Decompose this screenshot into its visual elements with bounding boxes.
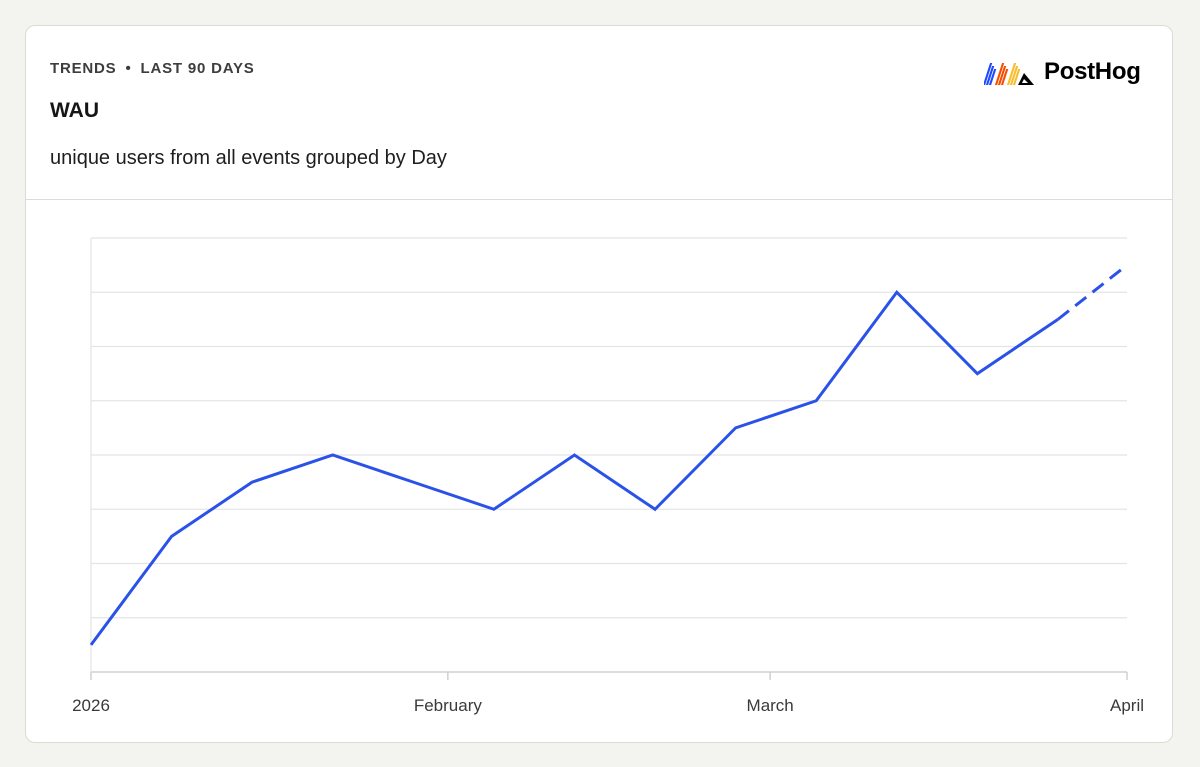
series-line bbox=[89, 289, 1059, 646]
logo-stripe bbox=[1012, 69, 1021, 85]
logo-text: PostHog bbox=[1044, 58, 1141, 85]
data-point[interactable] bbox=[85, 639, 97, 651]
separator-dot: • bbox=[125, 60, 132, 77]
data-point[interactable] bbox=[407, 476, 419, 488]
insight-type: TRENDS bbox=[50, 60, 117, 77]
data-point[interactable] bbox=[166, 530, 178, 542]
grid-lines bbox=[90, 237, 1127, 673]
insight-title: WAU bbox=[50, 99, 99, 122]
logo-stripe bbox=[1006, 63, 1017, 85]
x-tick-label: March bbox=[747, 696, 794, 715]
x-tick-label: 2026 bbox=[72, 696, 110, 715]
insight-description: unique users from all events grouped by … bbox=[50, 147, 447, 169]
insight-card: TRENDS • LAST 90 DAYS WAU unique users f… bbox=[25, 25, 1173, 743]
insight-type-label: TRENDS • LAST 90 DAYS bbox=[50, 60, 255, 77]
data-point[interactable] bbox=[1121, 259, 1133, 271]
logo-stripe bbox=[1009, 66, 1019, 85]
posthog-logo: PostHog bbox=[984, 57, 1141, 87]
logo-hedgehog-tail bbox=[1018, 73, 1034, 85]
x-tick-label: April bbox=[1110, 696, 1144, 715]
data-point[interactable] bbox=[488, 503, 500, 515]
series-lines bbox=[85, 259, 1133, 651]
data-point[interactable] bbox=[1052, 313, 1064, 325]
date-range: LAST 90 DAYS bbox=[140, 60, 255, 77]
logo-stripe bbox=[985, 66, 995, 85]
data-point[interactable] bbox=[327, 449, 339, 461]
logo-stripe bbox=[997, 66, 1007, 85]
data-point[interactable] bbox=[730, 422, 742, 434]
logo-stripe bbox=[1000, 69, 1009, 85]
data-point[interactable] bbox=[568, 449, 580, 461]
data-point[interactable] bbox=[810, 395, 822, 407]
data-point[interactable] bbox=[649, 503, 661, 515]
data-point[interactable] bbox=[246, 476, 258, 488]
x-tick-label: February bbox=[414, 696, 483, 715]
data-point[interactable] bbox=[891, 286, 903, 298]
data-point[interactable] bbox=[971, 368, 983, 380]
card-header: TRENDS • LAST 90 DAYS WAU unique users f… bbox=[26, 26, 1172, 200]
series-line-incomplete bbox=[1057, 263, 1128, 321]
logo-stripe bbox=[994, 63, 1005, 85]
logo-stripe bbox=[988, 69, 997, 85]
posthog-hedgehog-logo-icon bbox=[984, 63, 1034, 85]
logo-stripe bbox=[984, 63, 993, 85]
x-tick-labels: 2026 February March April bbox=[72, 696, 1144, 715]
x-axis bbox=[90, 672, 1128, 680]
